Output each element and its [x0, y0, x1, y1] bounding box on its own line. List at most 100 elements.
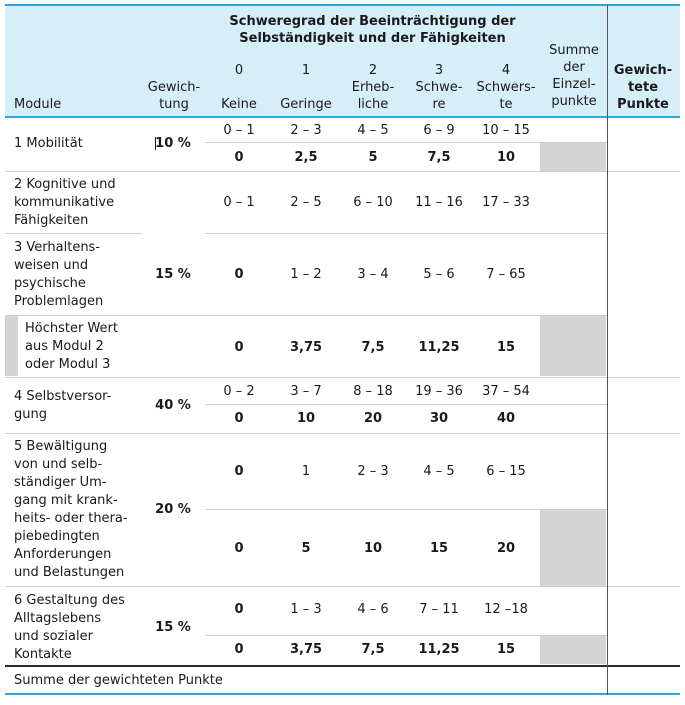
- row-line: [5, 233, 142, 234]
- module-3-label: 3 Verhaltens- weisen und psychische Prob…: [14, 240, 104, 309]
- sub-row-line: [205, 142, 608, 143]
- row-line: [5, 586, 680, 587]
- m2-range-0: 0 – 1: [223, 195, 255, 210]
- shaded-cell: [540, 143, 606, 171]
- sub-row-line: [205, 635, 608, 636]
- level-2-label: Erheb- liche: [351, 80, 395, 112]
- m6-points-2: 7,5: [361, 642, 385, 657]
- weight-module-4: 40 %: [155, 398, 191, 413]
- m6-points-3: 11,25: [418, 642, 460, 657]
- m23-points-2: 7,5: [361, 340, 385, 355]
- level-1-num: 1: [301, 63, 311, 78]
- row-line: [5, 377, 680, 378]
- weight-module-5: 20 %: [155, 502, 191, 517]
- m1-points-3: 7,5: [427, 150, 451, 165]
- header-module: Module: [14, 97, 62, 112]
- m4-points-4: 40: [496, 411, 516, 426]
- m2-range-4: 17 – 33: [482, 195, 530, 210]
- m4-points-0: 0: [234, 411, 244, 426]
- m1-range-4: 10 – 15: [482, 123, 530, 138]
- table-header-background: [5, 5, 680, 117]
- m1-range-0: 0 – 1: [223, 123, 255, 138]
- weight-module-1: 10 %: [155, 136, 191, 151]
- m3-range-1: 1 – 2: [290, 267, 322, 282]
- m5-range-1: 1: [301, 464, 311, 479]
- m1-range-1: 2 – 3: [290, 123, 322, 138]
- m5-points-3: 15: [429, 541, 449, 556]
- m4-range-1: 3 – 7: [290, 384, 322, 399]
- m3-range-3: 5 – 6: [423, 267, 455, 282]
- level-4-label: Schwers- te: [476, 80, 536, 112]
- level-0-label: Keine: [221, 97, 257, 112]
- top-rule: [5, 4, 680, 6]
- module-2-3-max-label: Höchster Wert aus Modul 2 oder Modul 3: [25, 321, 118, 372]
- m6-range-4: 12 –18: [484, 602, 528, 617]
- m4-points-2: 20: [363, 411, 383, 426]
- m23-points-4: 15: [496, 340, 516, 355]
- header-rule: [5, 116, 680, 118]
- shaded-marker: [5, 316, 18, 376]
- m1-points-4: 10: [496, 150, 516, 165]
- row-line: [5, 433, 680, 434]
- level-4-num: 4: [501, 63, 511, 78]
- m3-range-4: 7 – 65: [486, 267, 526, 282]
- weight-module-2-3: 15 %: [155, 267, 191, 282]
- module-4-label: 4 Selbstversor- gung: [14, 389, 112, 422]
- m23-points-3: 11,25: [418, 340, 460, 355]
- m3-range-0: 0: [234, 267, 244, 282]
- m2-range-2: 6 – 10: [353, 195, 393, 210]
- weight-module-6: 15 %: [155, 620, 191, 635]
- m2-range-1: 2 – 5: [290, 195, 322, 210]
- m6-points-1: 3,75: [289, 642, 323, 657]
- header-sum: Summe der Einzel- punkte: [549, 43, 599, 109]
- m5-range-3: 4 – 5: [423, 464, 455, 479]
- m23-points-0: 0: [234, 340, 244, 355]
- m4-points-3: 30: [429, 411, 449, 426]
- m1-range-3: 6 – 9: [423, 123, 455, 138]
- m4-range-0: 0 – 2: [223, 384, 255, 399]
- row-line: [205, 233, 608, 234]
- m3-range-2: 3 – 4: [357, 267, 389, 282]
- header-weight: Gewich- tung: [147, 80, 201, 112]
- m5-points-1: 5: [301, 541, 311, 556]
- m6-range-1: 1 – 3: [290, 602, 322, 617]
- module-1-label: 1 Mobilität: [14, 136, 83, 151]
- module-6-label: 6 Gestaltung des Alltagslebens und sozia…: [14, 593, 125, 662]
- m1-range-2: 4 – 5: [357, 123, 389, 138]
- m1-points-2: 5: [368, 150, 378, 165]
- col-separator: [607, 5, 608, 695]
- header-title: Schweregrad der Beeinträchtigung der Sel…: [229, 14, 516, 46]
- m6-points-4: 15: [496, 642, 516, 657]
- shaded-cell: [540, 636, 606, 664]
- level-1-label: Geringe: [280, 97, 332, 112]
- m5-range-0: 0: [234, 464, 244, 479]
- m6-points-0: 0: [234, 642, 244, 657]
- total-rule: [5, 665, 680, 667]
- row-line: [5, 315, 608, 316]
- m6-range-3: 7 – 11: [419, 602, 459, 617]
- m1-points-0: 0: [234, 150, 244, 165]
- m4-points-1: 10: [296, 411, 316, 426]
- total-weighted-points-label: Summe der gewichteten Punkte: [14, 673, 223, 688]
- module-2-label: 2 Kognitive und kommunikative Fähigkeite…: [14, 177, 116, 228]
- row-line: [5, 171, 680, 172]
- m6-range-2: 4 – 6: [357, 602, 389, 617]
- m4-range-4: 37 – 54: [482, 384, 530, 399]
- bottom-rule: [5, 693, 680, 695]
- level-3-label: Schwe- re: [415, 80, 463, 112]
- m5-range-2: 2 – 3: [357, 464, 389, 479]
- module-5-label: 5 Bewältigung von und selb- ständiger Um…: [14, 439, 128, 580]
- sub-row-line: [205, 509, 608, 510]
- header-weighted: Gewich- tete Punkte: [613, 63, 673, 112]
- shaded-cell: [540, 510, 606, 587]
- level-2-num: 2: [368, 63, 378, 78]
- m6-range-0: 0: [234, 602, 244, 617]
- m5-points-4: 20: [496, 541, 516, 556]
- shaded-cell: [540, 316, 606, 376]
- text-cursor: [155, 137, 156, 150]
- m5-range-4: 6 – 15: [486, 464, 526, 479]
- m4-range-2: 8 – 18: [353, 384, 393, 399]
- m23-points-1: 3,75: [289, 340, 323, 355]
- m4-range-3: 19 – 36: [415, 384, 463, 399]
- level-0-num: 0: [234, 63, 244, 78]
